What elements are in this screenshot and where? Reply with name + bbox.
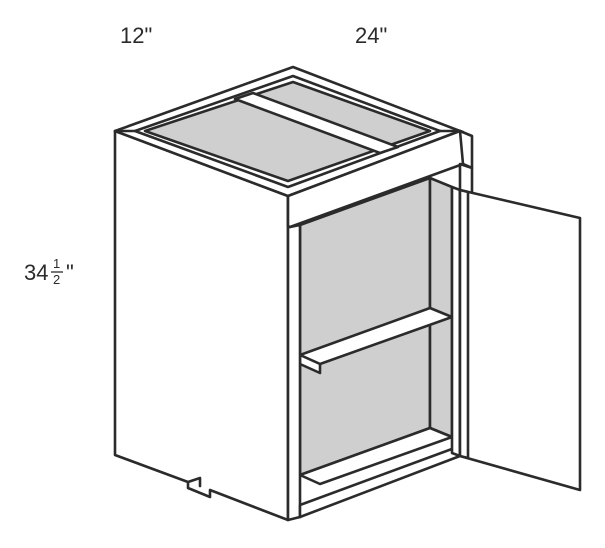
front-stile-left xyxy=(288,196,300,520)
depth-dimension: 24" xyxy=(355,23,387,48)
cabinet-diagram: 12" 24" 34 1 2 " xyxy=(0,0,605,548)
interior-right xyxy=(430,178,452,437)
drawer-side xyxy=(460,131,472,168)
height-frac-num: 1 xyxy=(53,256,60,271)
height-whole: 34 xyxy=(24,260,48,285)
height-dimension: 34 1 2 " xyxy=(24,256,74,287)
left-side-panel xyxy=(115,131,288,520)
door-edge xyxy=(460,190,468,458)
height-frac-den: 2 xyxy=(53,272,60,287)
width-dimension: 12" xyxy=(120,23,152,48)
height-unit: " xyxy=(66,260,74,285)
door-panel xyxy=(460,190,580,490)
cabinet-body xyxy=(115,67,580,520)
